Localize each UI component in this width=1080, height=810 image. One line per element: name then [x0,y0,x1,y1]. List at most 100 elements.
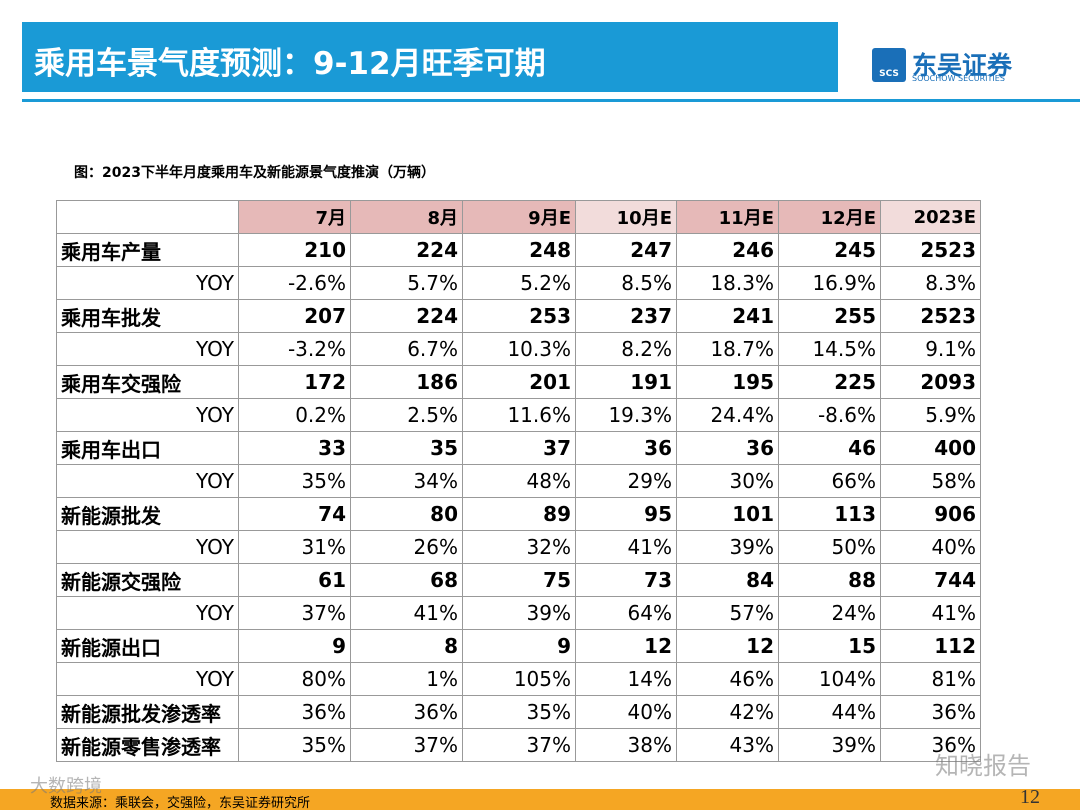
row-label: 新能源批发 [56,497,239,531]
watermark: 知晓报告 [935,752,1031,780]
cell: -2.6% [238,266,351,300]
cell: 248 [462,233,576,267]
cell: 12 [575,629,677,663]
cell: 2.5% [350,398,463,432]
cell: 186 [350,365,463,399]
source: 数据来源：乘联会，交强险，东吴证券研究所 [50,796,311,810]
table-row: 乘用车产量 210 224 248 247 246 245 2523 [56,233,981,267]
table-row: YOY 31% 26% 32% 41% 39% 50% 40% [56,530,981,564]
title-bar: 乘用车景气度预测：9-12月旺季可期 [22,22,838,92]
divider [22,99,1080,102]
row-label: 乘用车批发 [56,299,239,333]
cell: 906 [880,497,981,531]
cell: 37 [462,431,576,465]
cell: 191 [575,365,677,399]
cell: 237 [575,299,677,333]
cell: 36% [238,695,351,729]
cell: 30% [676,464,779,498]
cell: 18.3% [676,266,779,300]
cell: -8.6% [778,398,881,432]
table-row: 新能源批发 74 80 89 95 101 113 906 [56,497,981,531]
cell: 201 [462,365,576,399]
cell: 105% [462,662,576,696]
column-header: 2023E [880,200,981,234]
cell: 74 [238,497,351,531]
row-label: YOY [56,398,239,432]
row-label: 新能源出口 [56,629,239,663]
cell: 8.5% [575,266,677,300]
cell: 246 [676,233,779,267]
table-row: 乘用车出口 33 35 37 36 36 46 400 [56,431,981,465]
column-header: 10月E [575,200,677,234]
cell: 5.7% [350,266,463,300]
row-label: YOY [56,266,239,300]
cell: 35% [238,464,351,498]
cell: 66% [778,464,881,498]
row-label: 乘用车产量 [56,233,239,267]
table-row: 新能源出口 9 8 9 12 12 15 112 [56,629,981,663]
page-number: 12 [1020,786,1040,808]
cell: 88 [778,563,881,597]
cell: 104% [778,662,881,696]
cell: 37% [462,728,576,762]
cell: 5.9% [880,398,981,432]
footer-bar [0,789,1080,810]
cell: 9 [238,629,351,663]
corner-cell [56,200,239,234]
table-row: YOY 80% 1% 105% 14% 46% 104% 81% [56,662,981,696]
cell: 36 [676,431,779,465]
cell: 744 [880,563,981,597]
cell: 48% [462,464,576,498]
cell: 14.5% [778,332,881,366]
cell: 33 [238,431,351,465]
cell: 253 [462,299,576,333]
cell: 247 [575,233,677,267]
table-row: YOY -2.6% 5.7% 5.2% 8.5% 18.3% 16.9% 8.3% [56,266,981,300]
cell: 73 [575,563,677,597]
cell: 172 [238,365,351,399]
table-row: YOY 0.2% 2.5% 11.6% 19.3% 24.4% -8.6% 5.9% [56,398,981,432]
cell: 26% [350,530,463,564]
cell: 35 [350,431,463,465]
logo-name: 东吴证券 [912,51,1013,80]
cell: 50% [778,530,881,564]
cell: 46 [778,431,881,465]
cell: 8.3% [880,266,981,300]
table-row: 新能源交强险 61 68 75 73 84 88 744 [56,563,981,597]
cell: 61 [238,563,351,597]
cell: 41% [575,530,677,564]
cell: 40% [575,695,677,729]
cell: 34% [350,464,463,498]
cell: 5.2% [462,266,576,300]
cell: 39% [676,530,779,564]
cell: 210 [238,233,351,267]
cell: 39% [778,728,881,762]
row-label: 新能源零售渗透率 [56,728,239,762]
cell: 16.9% [778,266,881,300]
column-header: 11月E [676,200,779,234]
cell: 29% [575,464,677,498]
cell: 80% [238,662,351,696]
cell: 11.6% [462,398,576,432]
cell: 400 [880,431,981,465]
cell: 15 [778,629,881,663]
cell: 195 [676,365,779,399]
title: 乘用车景气度预测：9-12月旺季可期 [34,46,546,82]
cell: 36% [350,695,463,729]
cell: 207 [238,299,351,333]
cell: 75 [462,563,576,597]
cell: 89 [462,497,576,531]
cell: 9 [462,629,576,663]
table-row: 乘用车交强险 172 186 201 191 195 225 2093 [56,365,981,399]
cell: 101 [676,497,779,531]
cell: 2523 [880,233,981,267]
cell: 8.2% [575,332,677,366]
cell: 68 [350,563,463,597]
cell: 64% [575,596,677,630]
table-row: YOY 35% 34% 48% 29% 30% 66% 58% [56,464,981,498]
cell: 12 [676,629,779,663]
cell: 241 [676,299,779,333]
cell: 1% [350,662,463,696]
cell: 32% [462,530,576,564]
header-row: 7月 8月 9月E 10月E 11月E 12月E 2023E [56,200,981,234]
